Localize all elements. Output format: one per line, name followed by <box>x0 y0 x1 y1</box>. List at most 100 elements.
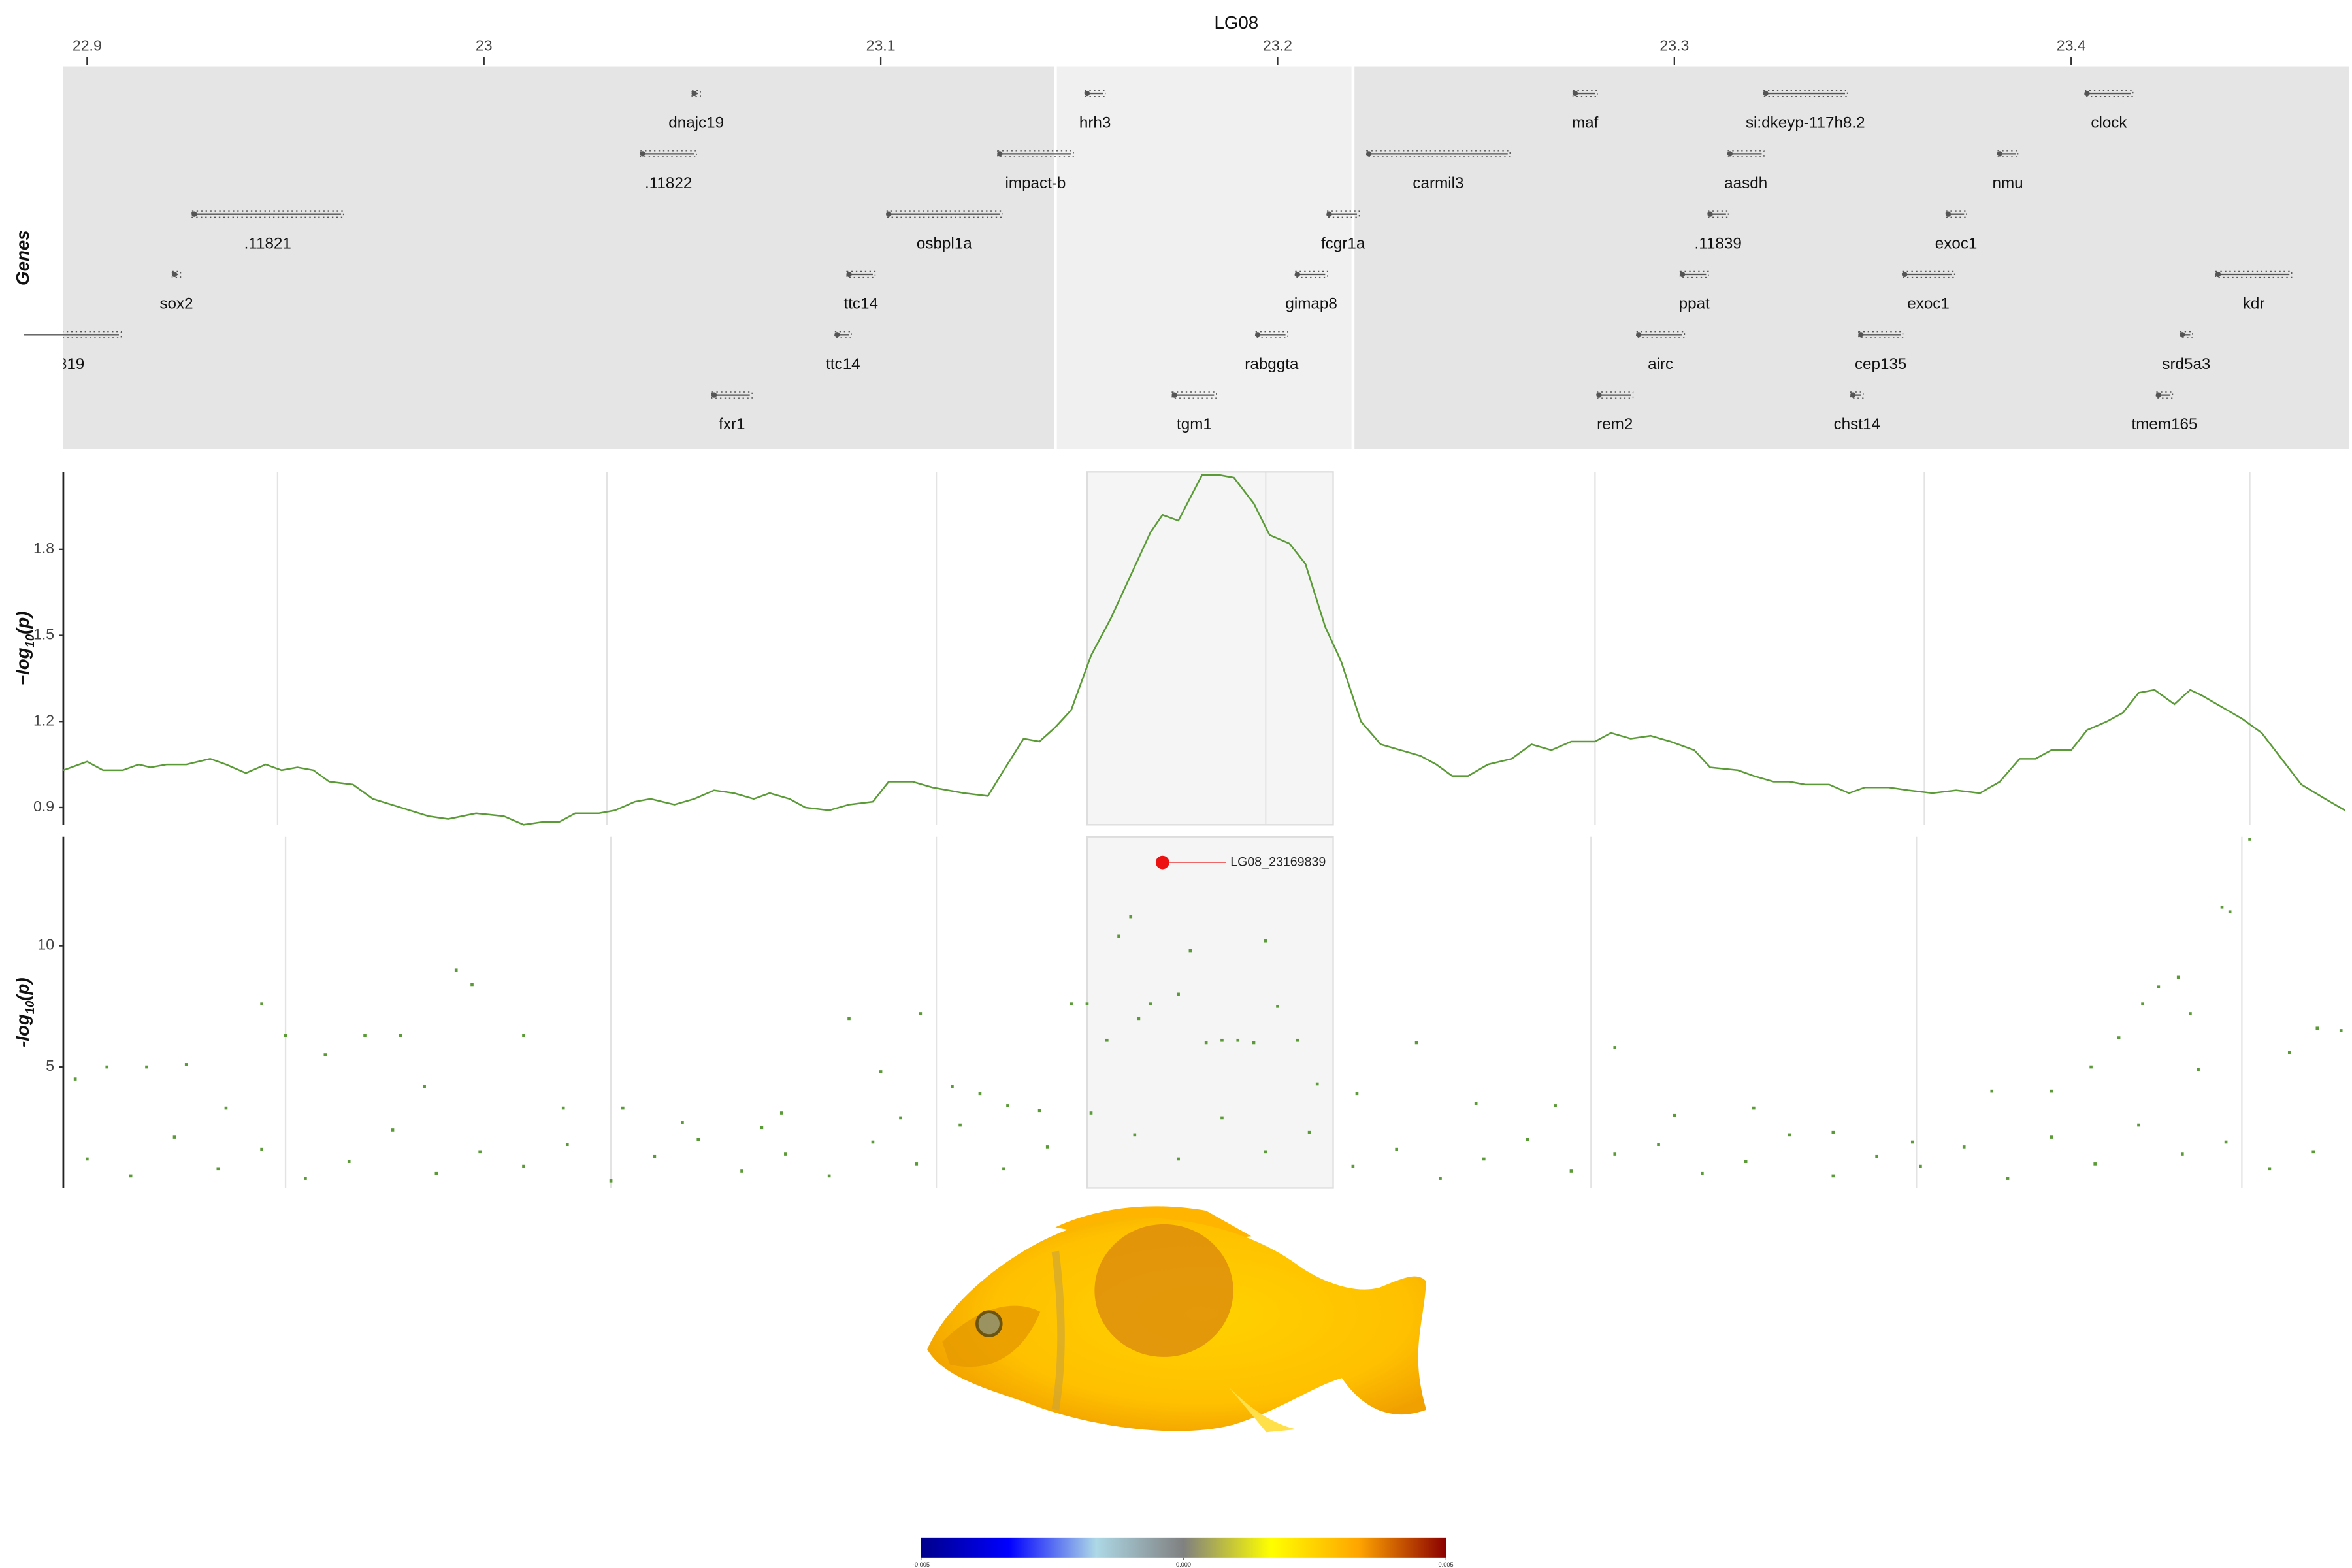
point <box>1264 1150 1267 1154</box>
point <box>2248 838 2251 841</box>
gene-label: rem2 <box>1597 416 1633 433</box>
point <box>871 1140 875 1144</box>
gene-track: dnajc19 hrh3 maf si:dkeyp-117h8.2 clock .1182… <box>63 90 2293 433</box>
point <box>681 1121 684 1124</box>
point <box>2189 1012 2192 1015</box>
gene-label: .11822 <box>645 174 692 192</box>
x-tick-label: 23.3 <box>1659 37 1689 54</box>
point <box>129 1174 133 1178</box>
point <box>399 1034 402 1037</box>
gene-start <box>1727 151 1733 157</box>
point <box>1439 1177 1442 1180</box>
point <box>1006 1104 1009 1107</box>
gene-label: aasdh <box>1724 174 1767 192</box>
point <box>184 1063 188 1066</box>
gene-label: ppat <box>1679 295 1710 313</box>
point <box>2006 1177 2010 1180</box>
point <box>1070 1002 1073 1005</box>
point <box>784 1152 787 1156</box>
point <box>2117 1036 2121 1039</box>
point <box>1744 1160 1748 1163</box>
gene-body <box>846 270 876 278</box>
point <box>363 1034 367 1037</box>
y-tick-label: 5 <box>46 1057 54 1074</box>
point <box>1045 1145 1049 1149</box>
y-axis-title: Genes <box>12 230 33 286</box>
point <box>1701 1171 1704 1175</box>
point <box>565 1143 569 1147</box>
y-tick-label: 1.8 <box>33 540 54 557</box>
point <box>1220 1116 1224 1120</box>
point <box>1236 1038 1240 1042</box>
x-tick-label: 23.2 <box>1263 37 1292 54</box>
point <box>899 1116 902 1120</box>
y-axis-title-part: (p) <box>12 977 33 1000</box>
point <box>1276 1005 1279 1008</box>
point <box>1474 1102 1478 1105</box>
point <box>609 1179 613 1183</box>
point <box>1875 1154 1878 1158</box>
y-axis-title-part: (p) <box>12 612 33 634</box>
gene-start <box>1636 332 1642 338</box>
gene-start <box>2180 332 2185 338</box>
point <box>2137 1123 2140 1127</box>
point <box>1129 915 1133 919</box>
point <box>323 1053 327 1056</box>
point <box>2141 1002 2144 1005</box>
point <box>1919 1164 1922 1168</box>
point <box>1188 949 1192 953</box>
point <box>86 1157 89 1161</box>
point <box>879 1070 883 1073</box>
point <box>423 1085 426 1088</box>
y-axis-title: -log10(p) <box>12 977 37 1047</box>
point <box>958 1123 962 1127</box>
point <box>1414 1041 1418 1045</box>
chart-title: LG08 <box>1214 12 1258 33</box>
point <box>827 1174 831 1178</box>
point <box>1085 1002 1089 1005</box>
point <box>621 1106 625 1110</box>
point <box>919 1012 923 1015</box>
y-tick-label: 1.5 <box>33 626 54 643</box>
point <box>1037 1109 1041 1113</box>
gene-label: nmu <box>1992 174 2023 192</box>
point <box>73 1077 77 1081</box>
point <box>2311 1150 2315 1154</box>
fish-illustration <box>927 1206 1427 1433</box>
point <box>522 1034 525 1037</box>
point <box>2228 910 2232 914</box>
y-tick-label: 1.2 <box>33 711 54 728</box>
gene-label: impact-b <box>1005 174 1066 192</box>
point <box>284 1034 287 1037</box>
point <box>1657 1143 1660 1147</box>
gene-label: ttc14 <box>826 355 860 373</box>
point <box>1220 1038 1224 1042</box>
gene-label: carmil3 <box>1413 174 1463 192</box>
point <box>1569 1169 1573 1173</box>
gene-start <box>1596 392 1602 398</box>
y-axis-title: −log10(p) <box>12 612 37 686</box>
gene-label: rabggta <box>1245 355 1299 373</box>
point <box>1133 1133 1137 1137</box>
point <box>2093 1162 2097 1166</box>
gene-label: exoc1 <box>1935 235 1978 252</box>
y-tick-label: 0.9 <box>33 798 54 815</box>
point <box>2089 1065 2093 1069</box>
point <box>1264 939 1267 943</box>
point <box>760 1126 764 1130</box>
point <box>1482 1157 1486 1161</box>
point <box>1351 1164 1355 1168</box>
gene-body <box>640 150 697 157</box>
point <box>1177 1157 1180 1161</box>
gene-label: .11839 <box>1695 235 1742 252</box>
y-axis-title-part: 10 <box>23 634 37 647</box>
point <box>847 1017 851 1021</box>
point <box>2050 1089 2053 1093</box>
point <box>951 1085 954 1088</box>
point <box>2224 1140 2228 1144</box>
point <box>105 1065 109 1069</box>
gene-label: hrh3 <box>1079 114 1111 132</box>
gene-label: tmem165 <box>2131 416 2197 433</box>
point <box>1307 1130 1311 1134</box>
point <box>978 1092 982 1096</box>
